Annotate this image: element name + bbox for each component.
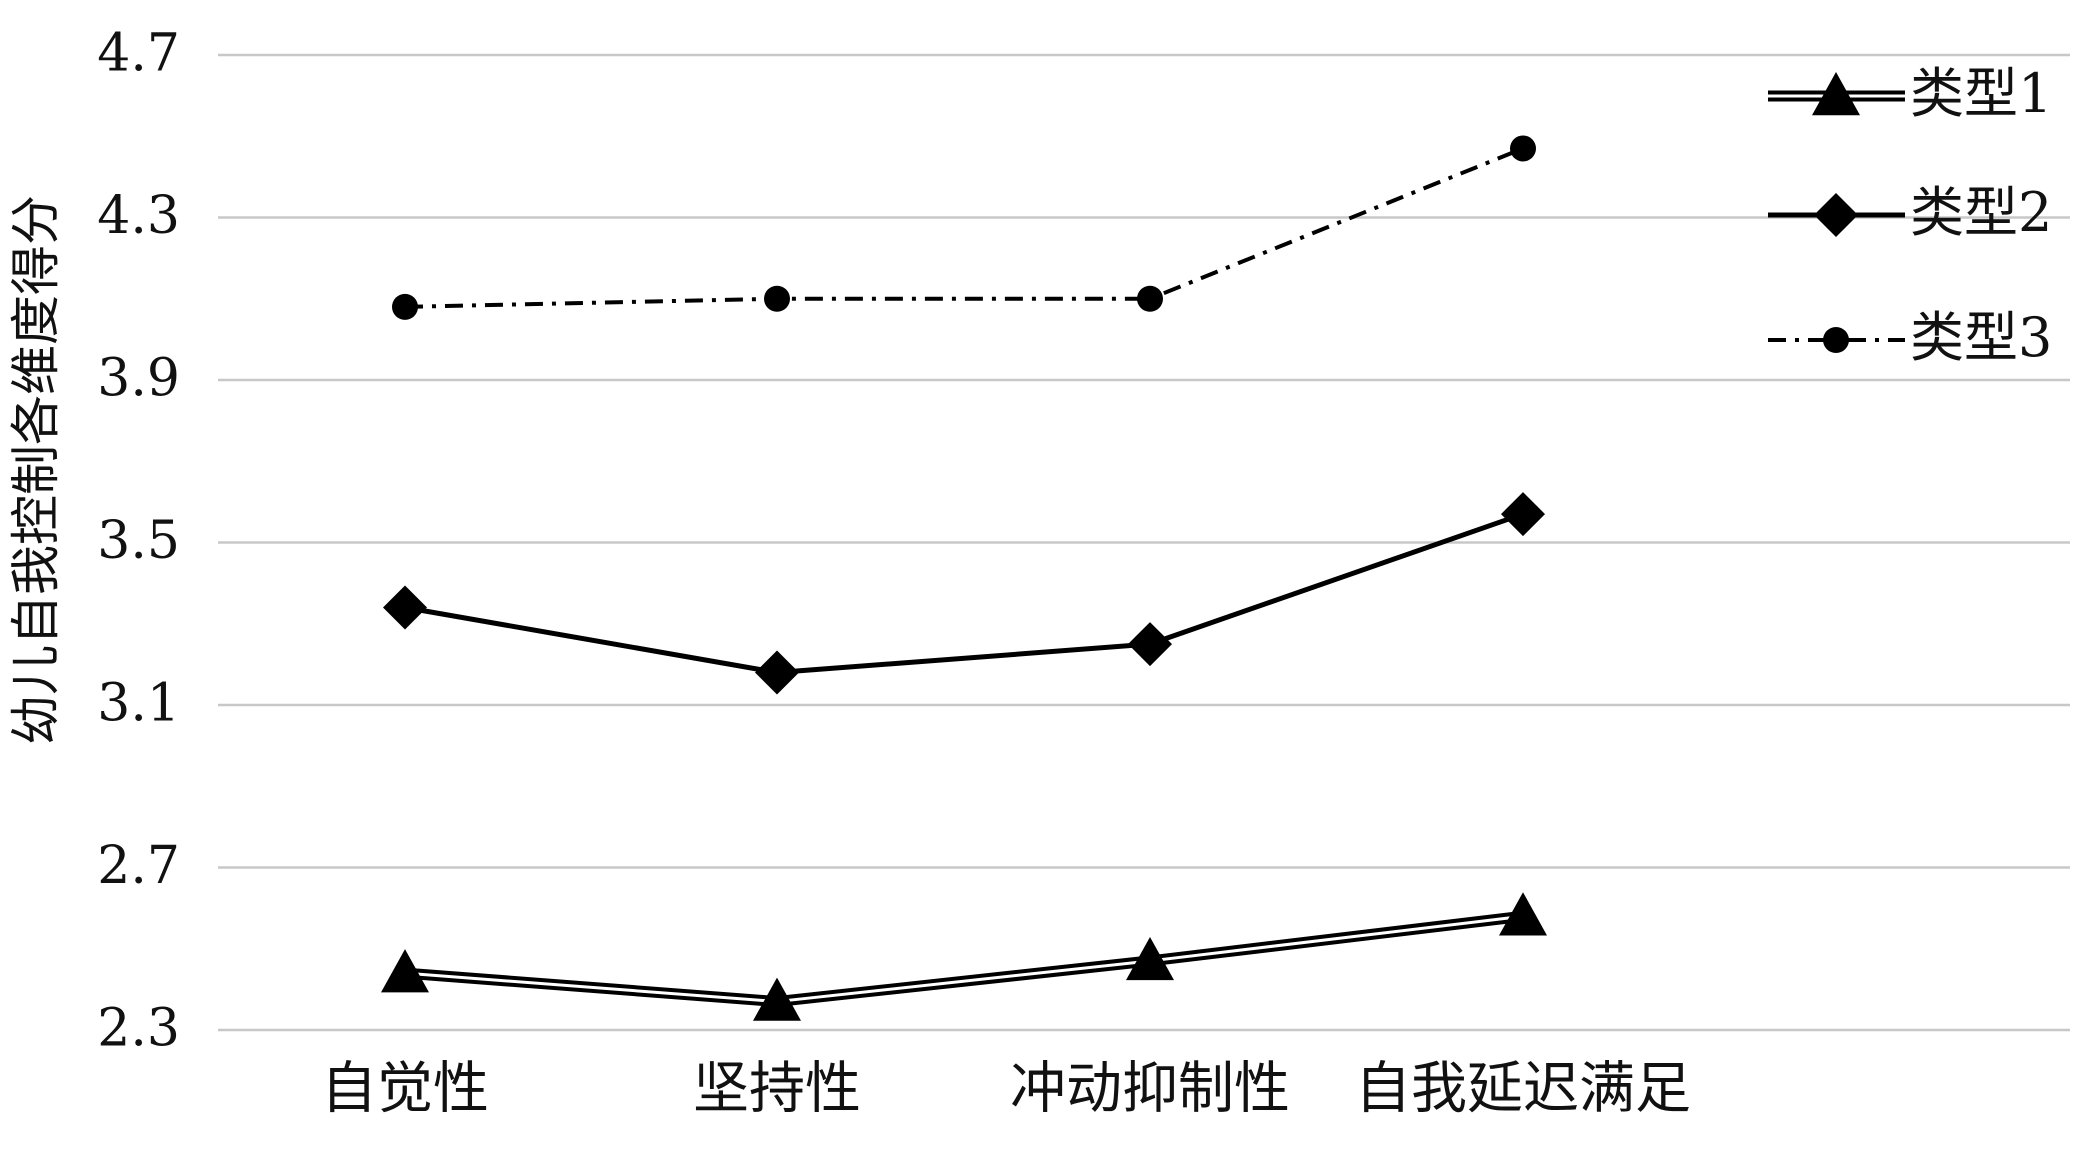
data-point-circle [392, 293, 418, 320]
legend-marker-diamond [1814, 193, 1858, 237]
y-tick-label: 3.5 [97, 511, 180, 571]
data-point-circle [764, 285, 790, 312]
data-point-triangle [1499, 892, 1547, 936]
data-point-triangle [381, 949, 429, 993]
data-point-diamond [1128, 622, 1172, 667]
y-tick-label: 4.3 [97, 186, 180, 246]
legend-label: 类型1 [1910, 62, 2052, 125]
y-axis-ticks: 2.3 2.7 3.1 3.5 3.9 4.3 4.7 [97, 24, 180, 1059]
series-1 [381, 892, 1547, 1021]
x-tick-label: 自我延迟满足 [1355, 1057, 1691, 1122]
legend: 类型1 类型2 类型3 [1768, 62, 2052, 369]
x-axis-ticks: 自觉性 坚持性 冲动抑制性 自我延迟满足 [321, 1057, 1691, 1122]
legend-label: 类型3 [1910, 306, 2052, 369]
x-tick-label: 自觉性 [321, 1057, 489, 1122]
data-point-circle [1510, 135, 1536, 162]
series-3 [392, 135, 1536, 320]
y-tick-label: 4.7 [97, 24, 180, 84]
x-tick-label: 冲动抑制性 [1010, 1057, 1290, 1122]
series-group [381, 135, 1547, 1021]
x-tick-label: 坚持性 [693, 1057, 861, 1122]
legend-marker-circle [1823, 327, 1849, 353]
legend-item: 类型2 [1768, 181, 2052, 244]
legend-marker-triangle [1812, 72, 1860, 116]
y-tick-label: 3.9 [97, 349, 180, 409]
y-tick-label: 2.7 [97, 836, 180, 896]
y-tick-label: 3.1 [97, 674, 180, 734]
data-point-diamond [1501, 492, 1545, 537]
series-line [404, 146, 1524, 309]
data-point-triangle [1126, 936, 1174, 981]
series-line-inner [404, 914, 1524, 1004]
series-line [404, 511, 1524, 675]
data-point-diamond [383, 585, 427, 630]
legend-label: 类型2 [1910, 181, 2052, 244]
series-2 [383, 492, 1545, 695]
data-point-diamond [755, 650, 799, 695]
gridlines [218, 53, 2070, 1032]
legend-item: 类型1 [1768, 62, 2052, 125]
legend-item: 类型3 [1768, 306, 2052, 369]
y-axis-label: 幼儿自我控制各维度得分 [7, 195, 65, 745]
y-tick-label: 2.3 [97, 999, 180, 1059]
data-point-circle [1137, 285, 1163, 312]
series-line-outer [404, 910, 1524, 1008]
data-point-triangle [753, 977, 801, 1021]
